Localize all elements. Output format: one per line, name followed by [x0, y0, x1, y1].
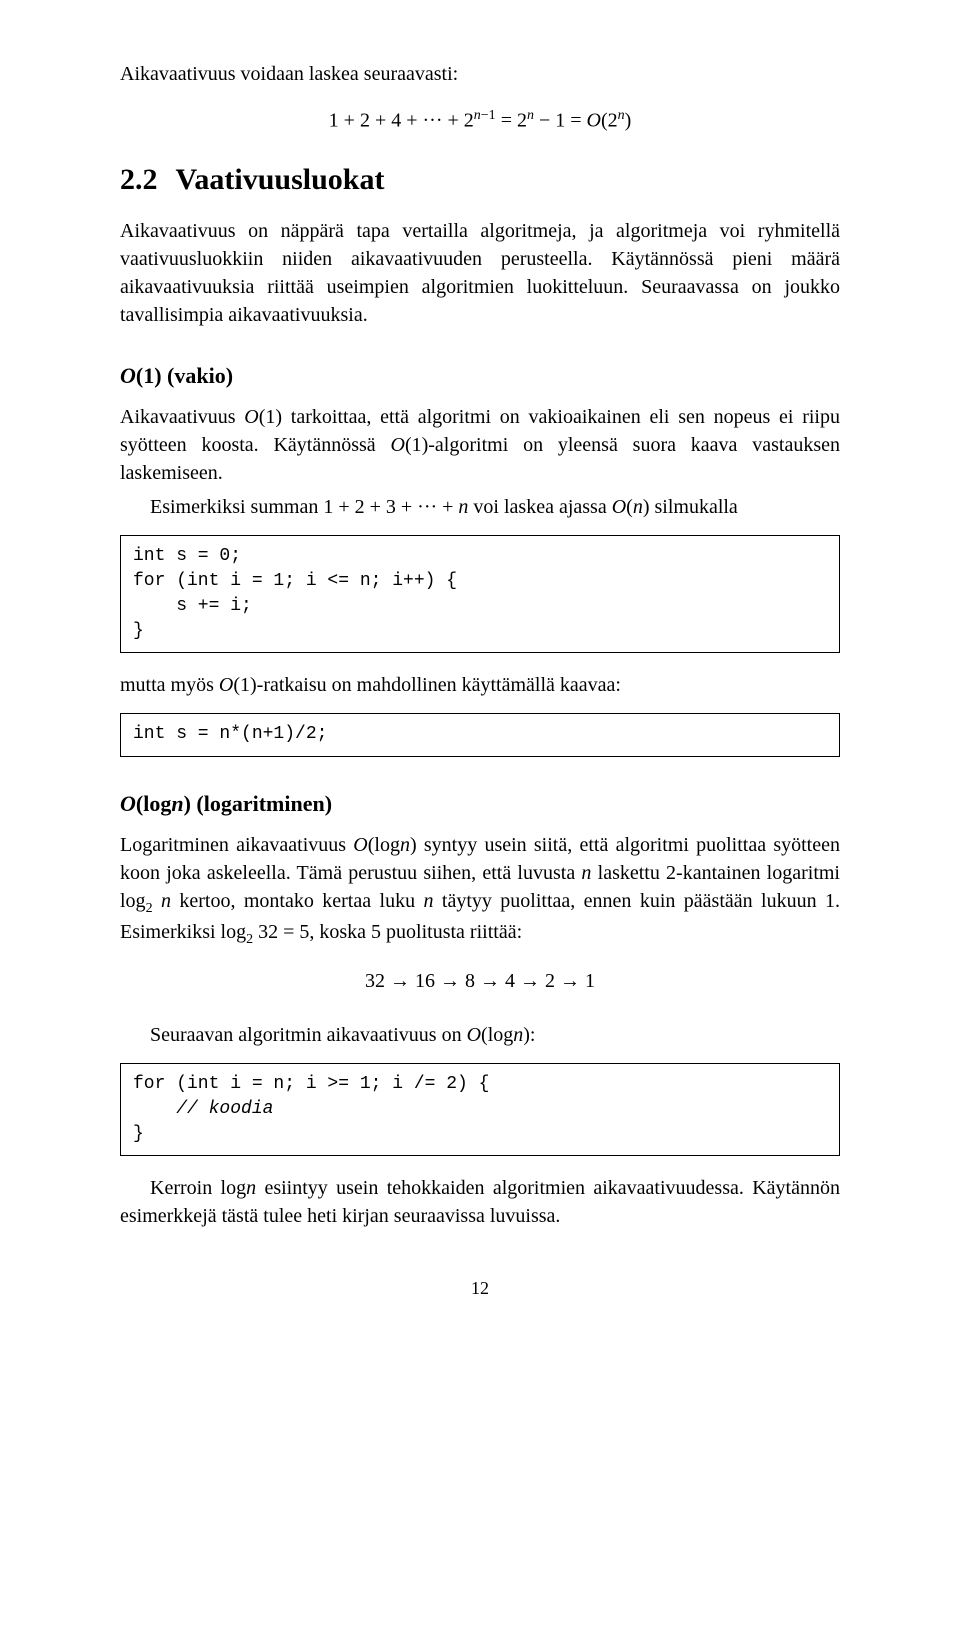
- intro-formula: 1 + 2 + 4 + ··· + 2n−1 = 2n − 1 = O(2n): [120, 108, 840, 133]
- o1-code2: int s = n*(n+1)/2;: [120, 713, 840, 756]
- o1-heading: O(1) (vakio): [120, 363, 840, 389]
- section-para: Aikavaativuus on näppärä tapa vertailla …: [120, 217, 840, 329]
- ologn-para2: Seuraavan algoritmin aikavaativuus on O(…: [120, 1021, 840, 1049]
- o1-code1: int s = 0; for (int i = 1; i <= n; i++) …: [120, 535, 840, 654]
- ologn-para3: Kerroin logn esiintyy usein tehokkaiden …: [120, 1174, 840, 1230]
- ologn-code: for (int i = n; i >= 1; i /= 2) { // koo…: [120, 1063, 840, 1157]
- o1-para3: mutta myös O(1)-ratkaisu on mahdollinen …: [120, 671, 840, 699]
- ologn-heading: O(logn) (logaritminen): [120, 791, 840, 817]
- ologn-para1: Logaritminen aikavaativuus O(logn) synty…: [120, 831, 840, 950]
- page-container: Aikavaativuus voidaan laskea seuraavasti…: [0, 0, 960, 1349]
- section-title: Vaativuusluokat: [176, 163, 385, 196]
- o1-para2: Esimerkiksi summan 1 + 2 + 3 + ··· + n v…: [120, 493, 840, 521]
- section-number: 2.2: [120, 163, 158, 196]
- o1-para1: Aikavaativuus O(1) tarkoittaa, että algo…: [120, 403, 840, 487]
- page-number: 12: [120, 1278, 840, 1299]
- ologn-formula: 32 → 16 → 8 → 4 → 2 → 1: [120, 970, 840, 993]
- section-heading: 2.2 Vaativuusluokat: [120, 163, 840, 197]
- intro-lead: Aikavaativuus voidaan laskea seuraavasti…: [120, 60, 840, 88]
